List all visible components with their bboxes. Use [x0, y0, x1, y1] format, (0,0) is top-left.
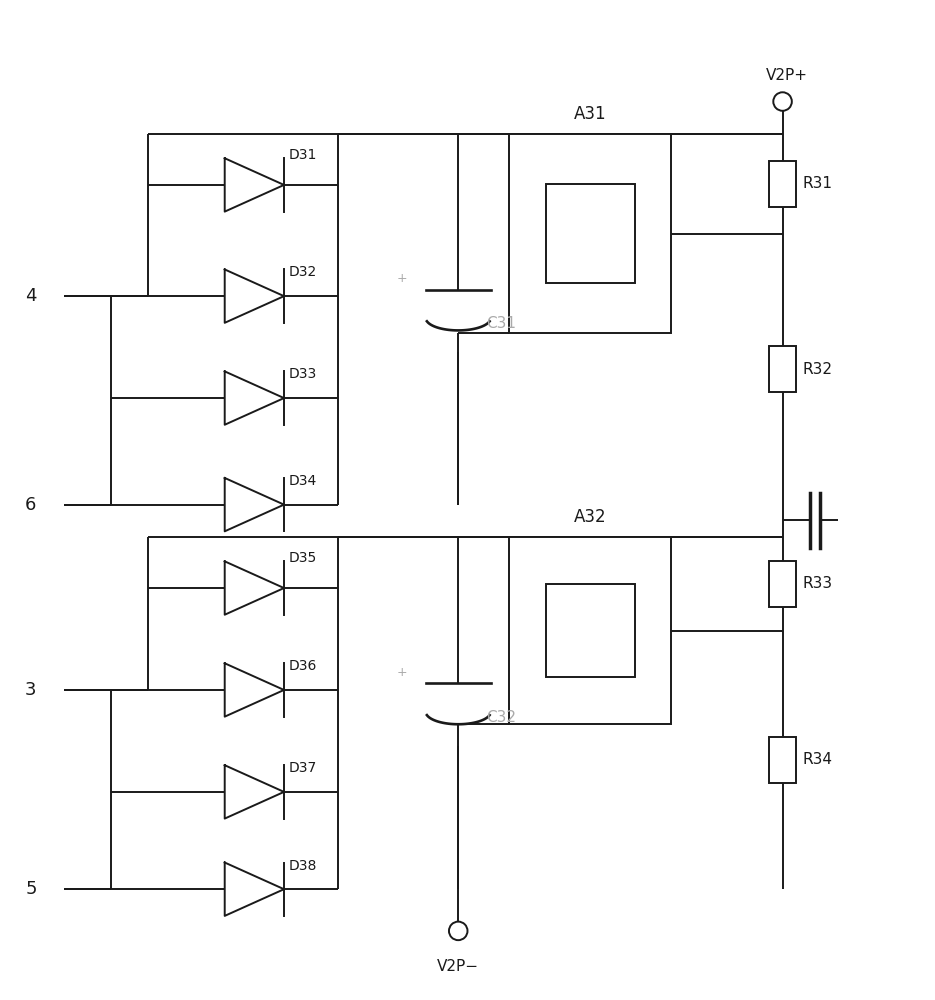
Text: C31: C31 [486, 316, 516, 331]
Text: D35: D35 [289, 551, 317, 565]
Text: +: + [396, 666, 408, 679]
Text: D34: D34 [289, 474, 317, 488]
Bar [546, 584, 635, 677]
Text: A32: A32 [574, 508, 607, 526]
Bar [769, 737, 797, 783]
Text: D31: D31 [289, 148, 317, 162]
Text: R33: R33 [803, 576, 833, 591]
Text: 3: 3 [25, 681, 36, 699]
Bar [769, 561, 797, 607]
Text: D32: D32 [289, 265, 317, 279]
Bar [510, 537, 671, 724]
Text: V2P+: V2P+ [766, 68, 808, 83]
Text: R34: R34 [803, 752, 833, 767]
Bar [769, 161, 797, 207]
Text: R32: R32 [803, 362, 833, 377]
Bar [510, 134, 671, 333]
Text: A31: A31 [574, 105, 607, 123]
Text: D37: D37 [289, 761, 317, 775]
Text: D33: D33 [289, 367, 317, 381]
Bar [546, 184, 635, 283]
Text: 6: 6 [25, 496, 36, 514]
Text: 4: 4 [25, 287, 36, 305]
Bar [769, 346, 797, 392]
Text: 5: 5 [25, 880, 36, 898]
Text: V2P−: V2P− [438, 959, 480, 974]
Text: R31: R31 [803, 176, 833, 191]
Text: C32: C32 [486, 710, 516, 725]
Text: +: + [396, 272, 408, 285]
Text: D36: D36 [289, 659, 317, 673]
Text: D38: D38 [289, 859, 317, 873]
